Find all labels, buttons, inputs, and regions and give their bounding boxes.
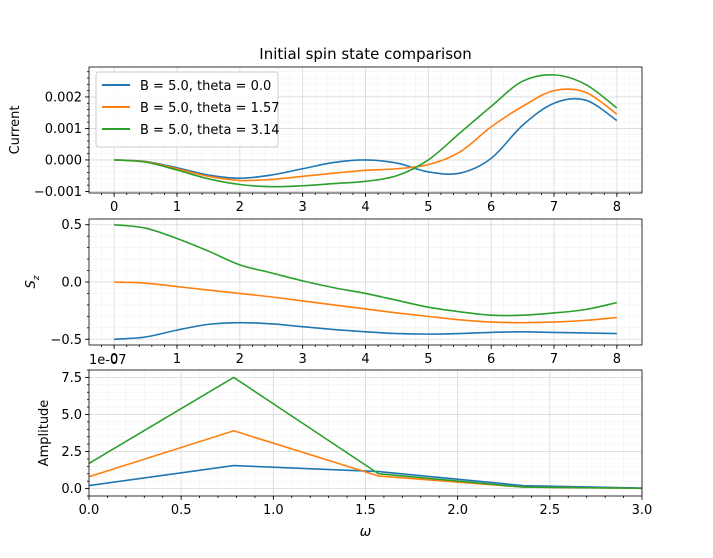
x-tick-label: 4	[361, 352, 369, 367]
series-group	[114, 223, 618, 341]
x-tick-label: 8	[613, 200, 621, 215]
x-tick-label: 0.5	[171, 503, 192, 518]
x-tick-label: 2.0	[447, 503, 468, 518]
y-tick-label: −0.001	[34, 185, 82, 200]
legend-frame	[95, 71, 279, 148]
x-tick-label: 7	[550, 352, 558, 367]
series-line-2	[114, 281, 617, 324]
x-tick-label: 2	[236, 200, 244, 215]
x-tick-label: 1	[173, 200, 181, 215]
panel-1: 0 1 2 3 4 5 6 7 8 −0.001 0.000 0.001 0.002 Current B =…	[8, 66, 643, 215]
series-line-3	[114, 73, 618, 188]
x-tick-label: 2.5	[539, 503, 560, 518]
x-tick-label: 5	[424, 200, 432, 215]
offset-text: 1e-07	[89, 353, 127, 368]
x-tick-label: 1	[173, 352, 181, 367]
legend-entry: B = 5.0, theta = 3.14	[140, 123, 280, 138]
y-axis-label: Amplitude	[37, 400, 52, 467]
series-line-3	[89, 376, 642, 490]
y-tick-label: 0.000	[45, 153, 82, 168]
y-tick-label: 0.002	[45, 90, 82, 105]
x-tick-label: 2	[236, 352, 244, 367]
y-tick-label: 0.0	[61, 482, 82, 497]
x-tick-label: 0	[110, 200, 118, 215]
series-group	[89, 376, 642, 490]
y-tick-label: 0.001	[45, 122, 82, 137]
grid	[89, 219, 642, 345]
x-tick-label: 4	[361, 200, 369, 215]
x-tick-label: 0.0	[79, 503, 100, 518]
series-line-3	[114, 223, 618, 317]
legend: B = 5.0, theta = 0.0 B = 5.0, theta = 1.5…	[95, 71, 280, 148]
y-tick-label: −0.5	[50, 333, 82, 348]
y-tick-label: 0.5	[61, 218, 82, 233]
x-tick-label: 3	[299, 200, 307, 215]
y-tick-label: 0.0	[61, 276, 82, 291]
y-axis-label: Sz	[24, 275, 42, 288]
chart-title: Initial spin state comparison	[259, 45, 471, 63]
grid	[89, 370, 642, 496]
series-line-1	[89, 464, 642, 489]
series-line-2	[114, 88, 618, 182]
x-tick-label: 0	[110, 352, 118, 367]
y-axis-label: Current	[8, 106, 23, 155]
x-tick-label: 3	[299, 352, 307, 367]
series-group	[114, 73, 618, 188]
legend-entry: B = 5.0, theta = 1.57	[140, 101, 280, 116]
series-line-1	[114, 321, 617, 341]
x-tick-label: 7	[550, 200, 558, 215]
x-tick-label: 3.0	[632, 503, 653, 518]
x-tick-label: 1.5	[355, 503, 376, 518]
x-tick-label: 1.0	[263, 503, 284, 518]
y-tick-label: 7.5	[61, 371, 82, 386]
x-tick-label: 5	[424, 352, 432, 367]
series-line-1	[114, 97, 618, 179]
x-tick-label: 6	[487, 352, 495, 367]
x-axis-label: ω	[360, 524, 372, 540]
x-tick-label: 6	[487, 200, 495, 215]
panel-2: 0 1 2 3 4 5 6 7 8 −0.5 0.0 0.5 Sz 1e-07	[24, 218, 643, 368]
legend-entry: B = 5.0, theta = 0.0	[140, 79, 271, 94]
x-tick-label: 8	[613, 352, 621, 367]
y-tick-label: 5.0	[61, 408, 82, 423]
y-tick-label: 2.5	[61, 445, 82, 460]
panel-3: 0.0 0.5 1.0 1.5 2.0 2.5 3.0 0.0 2.5 5.0 7.5 Amplitu…	[37, 369, 653, 540]
series-line-2	[89, 429, 642, 490]
